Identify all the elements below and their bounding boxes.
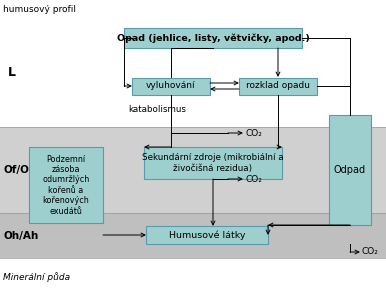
Bar xyxy=(0,258,386,289)
FancyBboxPatch shape xyxy=(132,77,210,95)
Text: humusový profil: humusový profil xyxy=(3,5,76,14)
Bar xyxy=(0,127,386,213)
Text: katabolismus: katabolismus xyxy=(128,105,186,114)
Text: Sekundární zdroje (mikrobiální a
živočišná rezidua): Sekundární zdroje (mikrobiální a živočiš… xyxy=(142,153,284,173)
Text: Humusové látky: Humusové látky xyxy=(169,230,245,240)
Text: Odpad: Odpad xyxy=(334,165,366,175)
Bar xyxy=(0,213,386,258)
Text: CO₂: CO₂ xyxy=(245,129,262,138)
Bar xyxy=(0,18,386,127)
Text: Opad (jehlice, listy, větvičky, apod.): Opad (jehlice, listy, větvičky, apod.) xyxy=(117,33,310,43)
FancyBboxPatch shape xyxy=(239,77,317,95)
FancyBboxPatch shape xyxy=(124,28,302,48)
Text: rozklad opadu: rozklad opadu xyxy=(246,81,310,90)
Text: L: L xyxy=(8,66,16,79)
FancyBboxPatch shape xyxy=(29,147,103,223)
Text: Oh/Ah: Oh/Ah xyxy=(4,231,39,241)
FancyBboxPatch shape xyxy=(329,115,371,225)
Text: Podzemní
zásoba
odumržlých
kořenů a
kořenových
exudátů: Podzemní zásoba odumržlých kořenů a koře… xyxy=(42,155,90,216)
Text: Minerální půda: Minerální půda xyxy=(3,272,70,282)
FancyBboxPatch shape xyxy=(144,147,282,179)
Text: vyluhování: vyluhování xyxy=(146,81,196,90)
FancyBboxPatch shape xyxy=(146,226,268,244)
Text: CO₂: CO₂ xyxy=(245,175,262,184)
Text: Of/Oh: Of/Oh xyxy=(4,165,37,175)
Text: CO₂: CO₂ xyxy=(362,247,379,257)
